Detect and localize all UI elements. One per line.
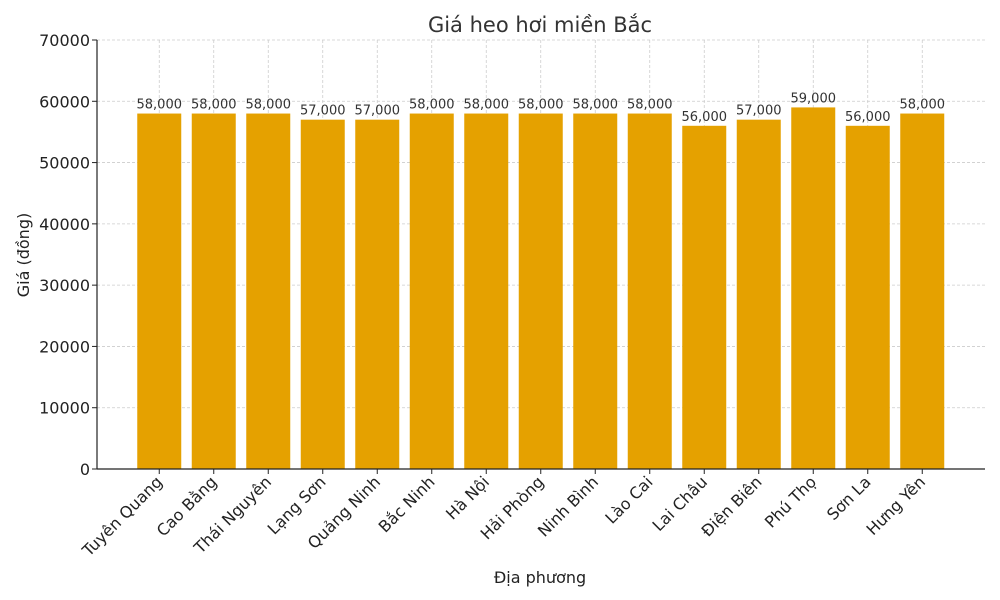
y-tick-label: 60000 (39, 92, 90, 111)
x-axis-label: Địa phương (494, 568, 586, 587)
y-tick-label: 70000 (39, 31, 90, 50)
bar-value-label: 58,000 (518, 98, 564, 113)
bar-value-label: 58,000 (627, 98, 673, 113)
bar-value-label: 56,000 (845, 110, 891, 125)
bar (137, 113, 182, 470)
y-tick-label: 30000 (39, 276, 90, 295)
bar (627, 113, 672, 470)
bar-value-label: 58,000 (464, 98, 510, 113)
bar (736, 119, 781, 470)
bar (464, 113, 509, 470)
x-tick-label: Hà Nội (442, 472, 493, 523)
value-labels: 58,000 58,000 58,000 57,000 57,000 58,000 58,0… (137, 91, 946, 124)
y-tick-label: 0 (80, 460, 90, 479)
x-tick-label: Lào Cai (601, 472, 656, 527)
bar (409, 113, 454, 470)
x-tick-label: Phú Thọ (761, 472, 820, 531)
bar (573, 113, 618, 470)
bar (900, 113, 945, 470)
bar-value-label: 57,000 (736, 104, 782, 119)
bar-value-label: 58,000 (191, 98, 237, 113)
bar-value-label: 58,000 (246, 98, 292, 113)
bar (845, 125, 890, 470)
y-tick-label: 10000 (39, 399, 90, 418)
bar-value-label: 58,000 (573, 98, 619, 113)
bar-value-label: 56,000 (682, 110, 728, 125)
x-tick-label: Bắc Ninh (375, 472, 439, 536)
bar (300, 119, 345, 470)
chart-title: Giá heo hơi miền Bắc (428, 13, 652, 37)
y-tick-label: 20000 (39, 337, 90, 356)
y-axis-label: Giá (đồng) (14, 213, 33, 297)
bar (355, 119, 400, 470)
bar (246, 113, 291, 470)
bar-value-label: 58,000 (409, 98, 455, 113)
y-tick-label: 40000 (39, 215, 90, 234)
bar-value-label: 58,000 (900, 98, 946, 113)
y-axis-ticks: 0 10000 20000 30000 40000 50000 60000 70000 (39, 31, 97, 479)
bar-value-label: 57,000 (300, 104, 346, 119)
x-tick-label: Tuyên Quang (78, 472, 166, 560)
bar (791, 107, 836, 470)
x-tick-label: Sơn La (823, 472, 875, 524)
y-tick-label: 50000 (39, 154, 90, 173)
x-tick-label: Hưng Yên (862, 472, 929, 539)
bar-value-label: 58,000 (137, 98, 183, 113)
bar (191, 113, 236, 470)
bar (518, 113, 563, 470)
bar-value-label: 59,000 (791, 91, 837, 106)
bar (682, 125, 727, 470)
bars (137, 107, 945, 470)
bar-value-label: 57,000 (355, 104, 401, 119)
